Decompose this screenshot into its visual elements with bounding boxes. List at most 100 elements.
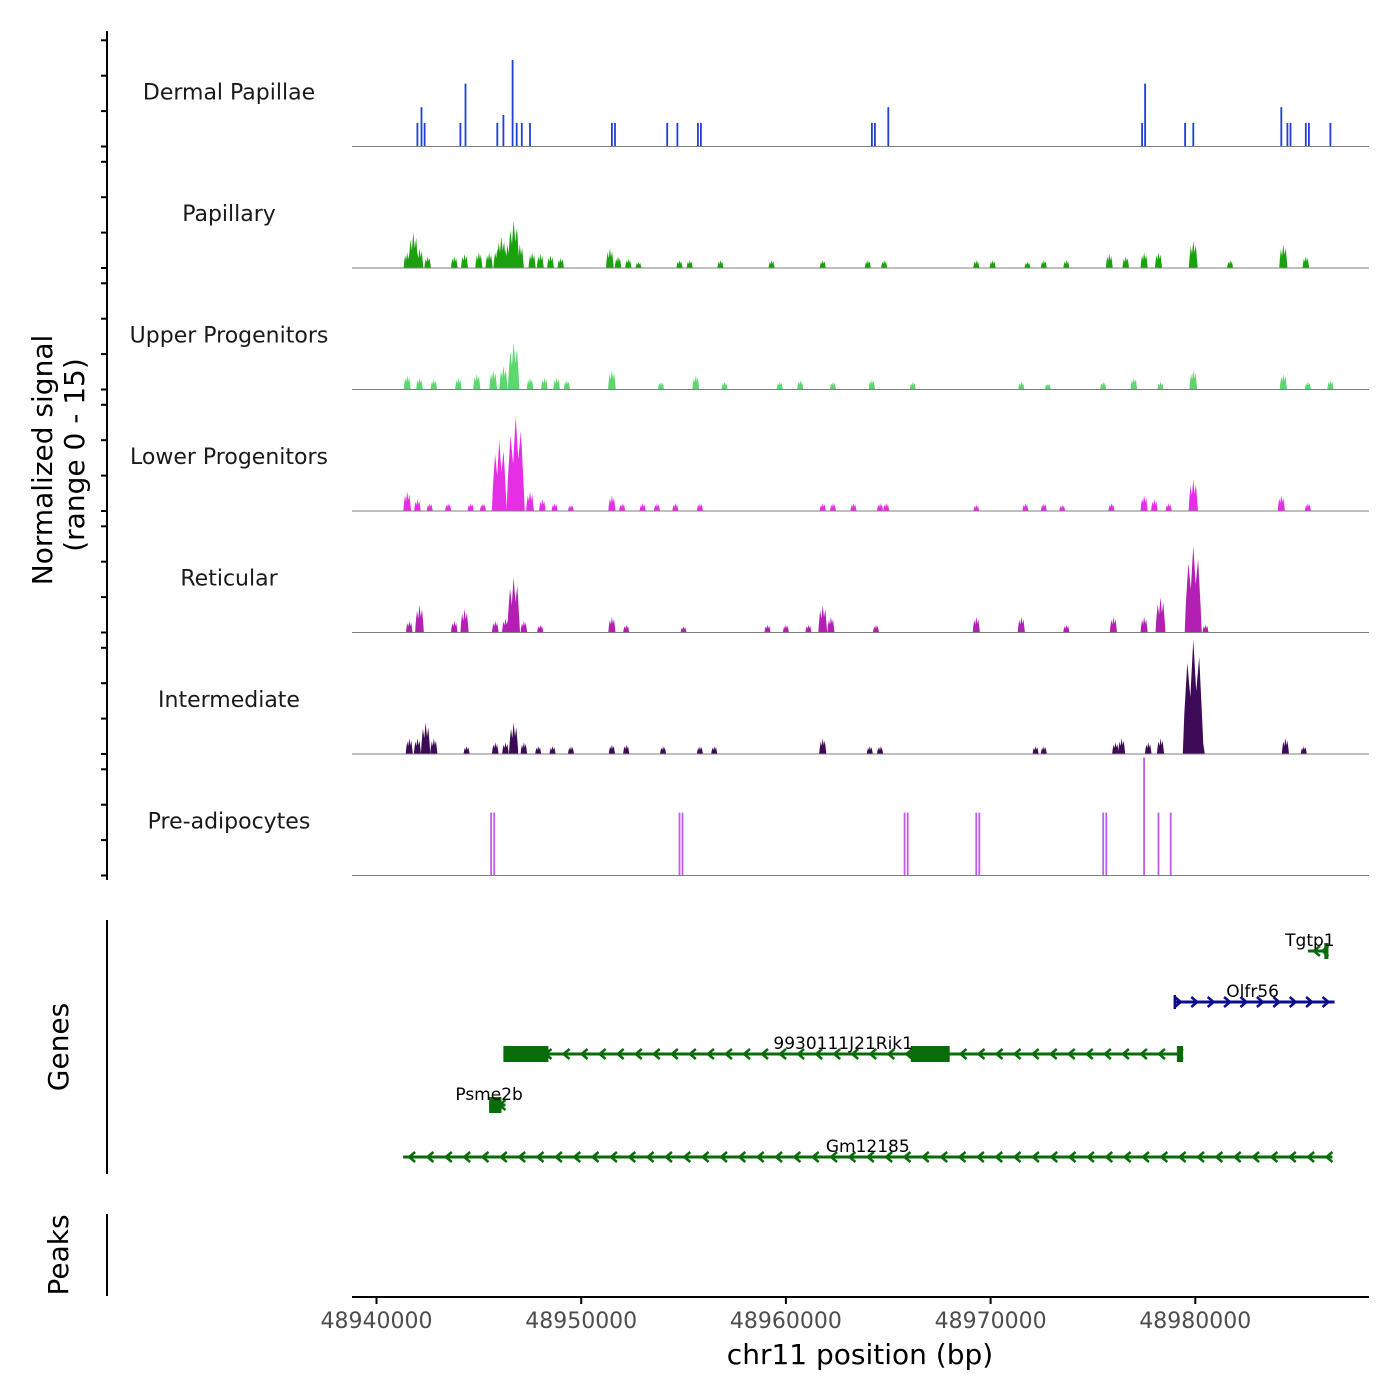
strand-arrow xyxy=(590,1151,600,1163)
strand-arrow xyxy=(1084,1048,1094,1060)
signal-peak xyxy=(568,504,574,511)
track-reticular: Reticular xyxy=(180,546,1369,633)
gene-label-tgtp1: Tgtp1 xyxy=(1284,931,1334,951)
signal-peak xyxy=(416,377,423,390)
peaks-y-label: Peaks xyxy=(42,1214,75,1295)
signal-peak xyxy=(529,122,531,147)
gene-models: Tgtp1 Olfr56 9930111J21Rik1 Psme2b Gm12185 xyxy=(403,931,1335,1163)
strand-arrow xyxy=(572,1151,582,1163)
strand-arrow xyxy=(904,1048,914,1060)
strand-arrow xyxy=(507,1048,517,1060)
strand-arrow xyxy=(443,1151,453,1163)
signal-peak xyxy=(623,624,630,633)
signal-peak xyxy=(451,256,458,268)
strand-arrow xyxy=(940,1048,950,1060)
genes-panel: Genes Tgtp1 Olfr56 9930111J21Rik1 Psme2b Gm1… xyxy=(42,920,1335,1174)
strand-arrow xyxy=(737,1151,747,1163)
signal-peak xyxy=(818,605,828,633)
strand-arrow xyxy=(608,1151,618,1163)
signal-peak xyxy=(405,738,413,754)
strand-arrow xyxy=(597,1048,607,1060)
strand-arrow xyxy=(615,1048,625,1060)
signal-peak xyxy=(776,381,783,390)
signal-peak xyxy=(614,256,622,268)
strand-arrow xyxy=(755,1151,765,1163)
strand-arrow xyxy=(920,1151,930,1163)
x-axis-title: chr11 position (bp) xyxy=(727,1338,993,1371)
signal-peak xyxy=(700,122,702,147)
strand-arrow xyxy=(847,1151,857,1163)
signal-peak xyxy=(1198,742,1205,754)
signal-peak xyxy=(692,375,700,390)
signal-peak xyxy=(866,746,873,754)
strand-arrow xyxy=(1012,1048,1022,1060)
strand-arrow xyxy=(792,1151,802,1163)
signal-peak xyxy=(672,503,679,511)
signal-peak xyxy=(1118,738,1126,754)
signal-peak xyxy=(666,122,669,147)
strand-arrow xyxy=(462,1151,471,1163)
x-tick-label: 48970000 xyxy=(935,1309,1047,1334)
strand-arrow xyxy=(633,1048,643,1060)
signal-peak xyxy=(819,503,826,511)
signal-peak xyxy=(1156,738,1165,754)
signal-peak xyxy=(549,746,556,754)
track-label-pre-adipocytes: Pre-adipocytes xyxy=(148,810,311,835)
signal-peak xyxy=(871,122,873,147)
strand-arrow xyxy=(1030,1151,1040,1163)
signal-peak xyxy=(1304,503,1311,511)
signal-peak xyxy=(973,504,980,511)
gene-label-olfr56: Olfr56 xyxy=(1226,982,1279,1002)
strand-arrow xyxy=(994,1048,1004,1060)
signal-peak xyxy=(479,503,486,511)
strand-arrow xyxy=(517,1151,526,1163)
strand-arrow xyxy=(407,1151,416,1163)
strand-arrow xyxy=(994,1151,1004,1163)
strand-arrow xyxy=(832,1048,841,1060)
signal-peak xyxy=(507,577,520,633)
strand-arrow xyxy=(1239,996,1249,1008)
strand-arrow xyxy=(1157,1048,1166,1060)
signal-peak xyxy=(485,252,493,268)
strand-arrow xyxy=(976,1048,986,1060)
strand-arrow xyxy=(645,1151,655,1163)
signal-peak xyxy=(797,380,804,390)
strand-arrow xyxy=(1306,1151,1315,1163)
signal-peak xyxy=(507,220,520,268)
strand-arrow xyxy=(561,1048,571,1060)
strand-arrow xyxy=(742,1048,751,1060)
signal-peak xyxy=(526,491,534,511)
signal-peak xyxy=(520,620,528,633)
signal-peak xyxy=(1155,597,1166,633)
track-upper-progenitors: Upper Progenitors xyxy=(130,324,1369,390)
signal-peak xyxy=(1130,377,1138,390)
signal-peak xyxy=(553,377,560,390)
signal-peak xyxy=(1022,503,1029,511)
signal-peak xyxy=(1157,381,1164,390)
signal-peak xyxy=(1108,503,1115,511)
signal-peak xyxy=(420,107,423,147)
genes-y-label: Genes xyxy=(42,1003,75,1091)
signal-peak xyxy=(711,746,718,754)
strand-arrow xyxy=(1085,1151,1095,1163)
strand-arrow xyxy=(1272,996,1282,1008)
signal-peak xyxy=(764,624,771,633)
signal-peak xyxy=(551,503,558,511)
signal-peak xyxy=(872,624,879,633)
signal-peak xyxy=(1151,499,1158,511)
signal-peak xyxy=(405,620,413,633)
strand-arrow xyxy=(1049,1151,1059,1163)
strand-arrow xyxy=(1288,996,1298,1008)
strand-arrow xyxy=(796,1048,805,1060)
strand-arrow xyxy=(1324,1151,1334,1163)
signal-peak xyxy=(496,122,499,147)
signal-peak xyxy=(445,503,452,511)
gene-tgtp1: Tgtp1 xyxy=(1284,931,1335,959)
strand-arrow xyxy=(543,1048,553,1060)
signal-peak xyxy=(499,365,508,390)
strand-arrow xyxy=(687,1048,697,1060)
strand-arrow xyxy=(902,1151,912,1163)
signal-peak xyxy=(1063,260,1070,268)
signal-peak xyxy=(1105,253,1113,268)
